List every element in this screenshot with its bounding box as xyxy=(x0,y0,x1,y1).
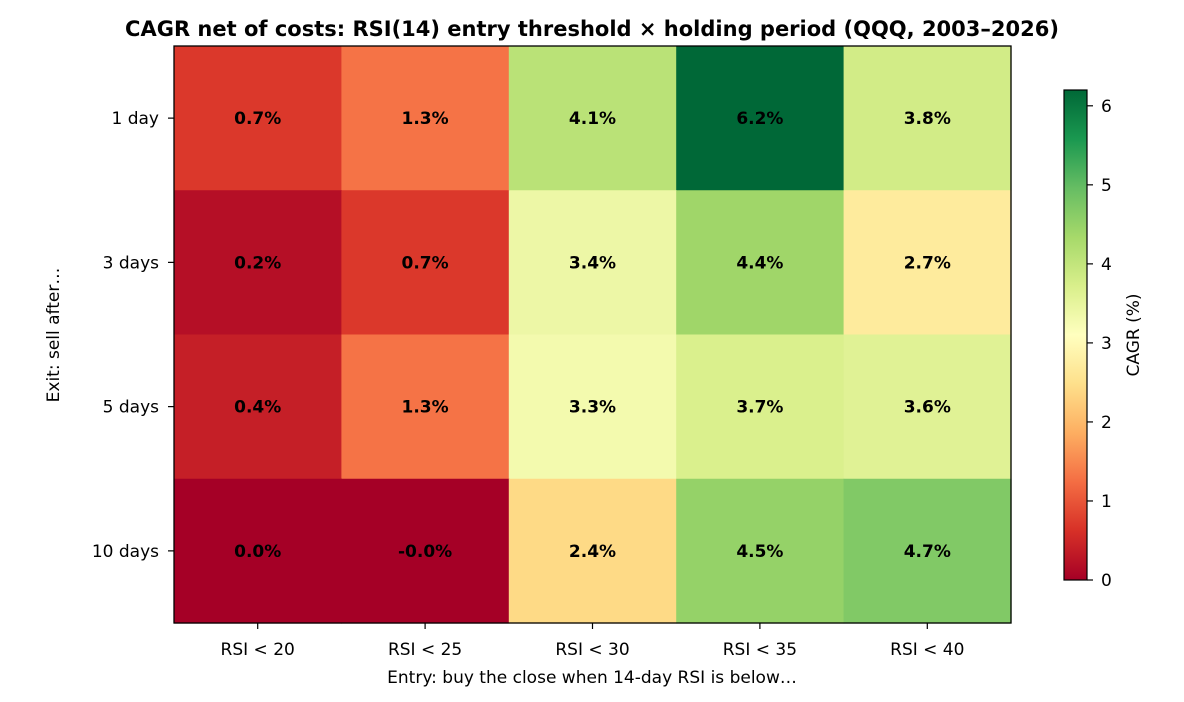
x-axis-label: Entry: buy the close when 14-day RSI is … xyxy=(387,668,797,688)
heatmap-cell xyxy=(508,334,677,480)
heatmap-cell xyxy=(508,190,677,336)
colorbar xyxy=(1063,89,1088,581)
cell-value-label: 0.7% xyxy=(402,253,449,273)
cell-value-label: 4.5% xyxy=(736,542,783,562)
colorbar-tick-label: 6 xyxy=(1101,97,1112,117)
heatmap-cell xyxy=(843,46,1012,191)
y-tick-label: 1 day xyxy=(112,109,160,129)
heatmap-cell xyxy=(843,334,1012,480)
y-tick-label: 3 days xyxy=(103,253,159,273)
heatmap-cell xyxy=(341,334,510,480)
x-tick-label: RSI < 30 xyxy=(555,640,629,660)
cell-value-label: 3.8% xyxy=(904,109,951,129)
colorbar-tick-label: 2 xyxy=(1101,413,1112,433)
x-axis-ticks: RSI < 20 RSI < 25 RSI < 30 RSI < 35 RSI < 40 xyxy=(221,623,964,660)
heatmap-cell xyxy=(174,334,342,480)
heatmap-cell xyxy=(341,478,510,624)
y-axis-label: Exit: sell after… xyxy=(44,268,64,403)
heatmap-cell xyxy=(676,478,845,624)
cell-value-label: 3.6% xyxy=(904,398,951,418)
cell-value-label: 0.4% xyxy=(234,398,281,418)
cell-value-label: -0.0% xyxy=(398,542,452,562)
y-tick-label: 10 days xyxy=(92,542,159,562)
heatmap-cell xyxy=(508,46,677,191)
heatmap-cell xyxy=(843,190,1012,336)
heatmap-cell xyxy=(676,46,845,191)
x-tick-label: RSI < 35 xyxy=(723,640,797,660)
cell-labels: 0.7% 1.3% 4.1% 6.2% 3.8% 0.2% 0.7% 3.4% 4.4% 2.7%… xyxy=(234,109,951,562)
x-tick-label: RSI < 25 xyxy=(388,640,462,660)
cell-value-label: 4.7% xyxy=(904,542,951,562)
heatmap-cell xyxy=(341,190,510,336)
heatmap-cell xyxy=(843,478,1012,624)
x-tick-label: RSI < 20 xyxy=(221,640,295,660)
heatmap-cell xyxy=(508,478,677,624)
cell-value-label: 0.7% xyxy=(234,109,281,129)
cell-value-label: 6.2% xyxy=(736,109,783,129)
cell-value-label: 1.3% xyxy=(402,109,449,129)
cell-value-label: 3.4% xyxy=(569,253,616,273)
colorbar-tick-label: 0 xyxy=(1101,571,1112,591)
cell-value-label: 0.2% xyxy=(234,253,281,273)
colorbar-tick-label: 5 xyxy=(1101,176,1112,196)
heatmap-cell xyxy=(174,190,342,336)
heatmap-cell xyxy=(676,190,845,336)
x-tick-label: RSI < 40 xyxy=(890,640,964,660)
heatmap-cells xyxy=(174,46,1012,624)
colorbar-tick-label: 1 xyxy=(1101,492,1112,512)
cell-value-label: 3.3% xyxy=(569,398,616,418)
y-axis-ticks: 1 day 3 days 5 days 10 days xyxy=(92,109,174,562)
heatmap-cell xyxy=(341,46,510,191)
colorbar-ticks: 0 1 2 3 4 5 6 xyxy=(1087,97,1112,591)
heatmap-cell xyxy=(676,334,845,480)
cell-value-label: 0.0% xyxy=(234,542,281,562)
colorbar-label: CAGR (%) xyxy=(1124,293,1144,376)
cell-value-label: 1.3% xyxy=(402,398,449,418)
chart-title: CAGR net of costs: RSI(14) entry thresho… xyxy=(125,17,1059,41)
heatmap-cell xyxy=(174,478,342,624)
y-tick-label: 5 days xyxy=(103,398,159,418)
colorbar-tick-label: 4 xyxy=(1101,255,1112,275)
heatmap-cell xyxy=(174,46,342,191)
cell-value-label: 4.4% xyxy=(736,253,783,273)
colorbar-tick-label: 3 xyxy=(1101,334,1112,354)
cell-value-label: 2.7% xyxy=(904,253,951,273)
cell-value-label: 4.1% xyxy=(569,109,616,129)
cell-value-label: 3.7% xyxy=(736,398,783,418)
cell-value-label: 2.4% xyxy=(569,542,616,562)
